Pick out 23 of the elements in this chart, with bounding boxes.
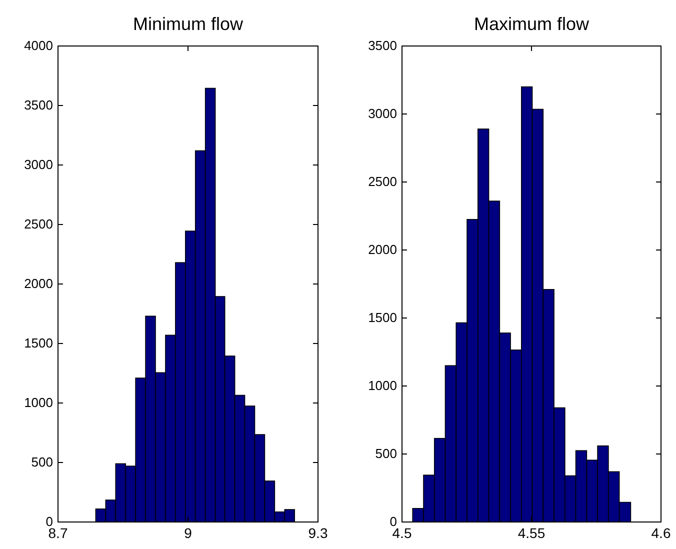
y-tick-label: 3500 (368, 38, 397, 54)
y-tick-label: 500 (31, 454, 53, 470)
chart-title: Maximum flow (474, 14, 590, 34)
x-tick-label: 9.3 (308, 524, 328, 541)
y-tick-label: 3500 (24, 98, 53, 113)
y-tick-label: 2500 (24, 216, 53, 232)
y-tick-label: 1500 (24, 336, 53, 351)
y-tick-label: 2000 (24, 276, 53, 292)
y-tick-label: 3000 (24, 157, 53, 172)
x-tick-label: 4.55 (518, 524, 546, 541)
x-tick-label: 9 (184, 524, 192, 541)
y-tick-label: 1000 (368, 378, 397, 394)
y-tick-label: 3000 (368, 106, 397, 122)
y-tick-label: 1000 (24, 395, 53, 410)
y-tick-label: 0 (390, 514, 397, 530)
y-tick-label: 1500 (368, 310, 397, 326)
y-tick-label: 2000 (368, 242, 397, 258)
y-tick-label: 2500 (368, 174, 397, 190)
y-tick-label: 500 (375, 446, 397, 462)
y-tick-label: 0 (46, 514, 53, 530)
y-tick-label: 4000 (24, 38, 53, 54)
x-tick-label: 4.6 (651, 524, 671, 541)
chart-title: Minimum flow (132, 14, 244, 34)
